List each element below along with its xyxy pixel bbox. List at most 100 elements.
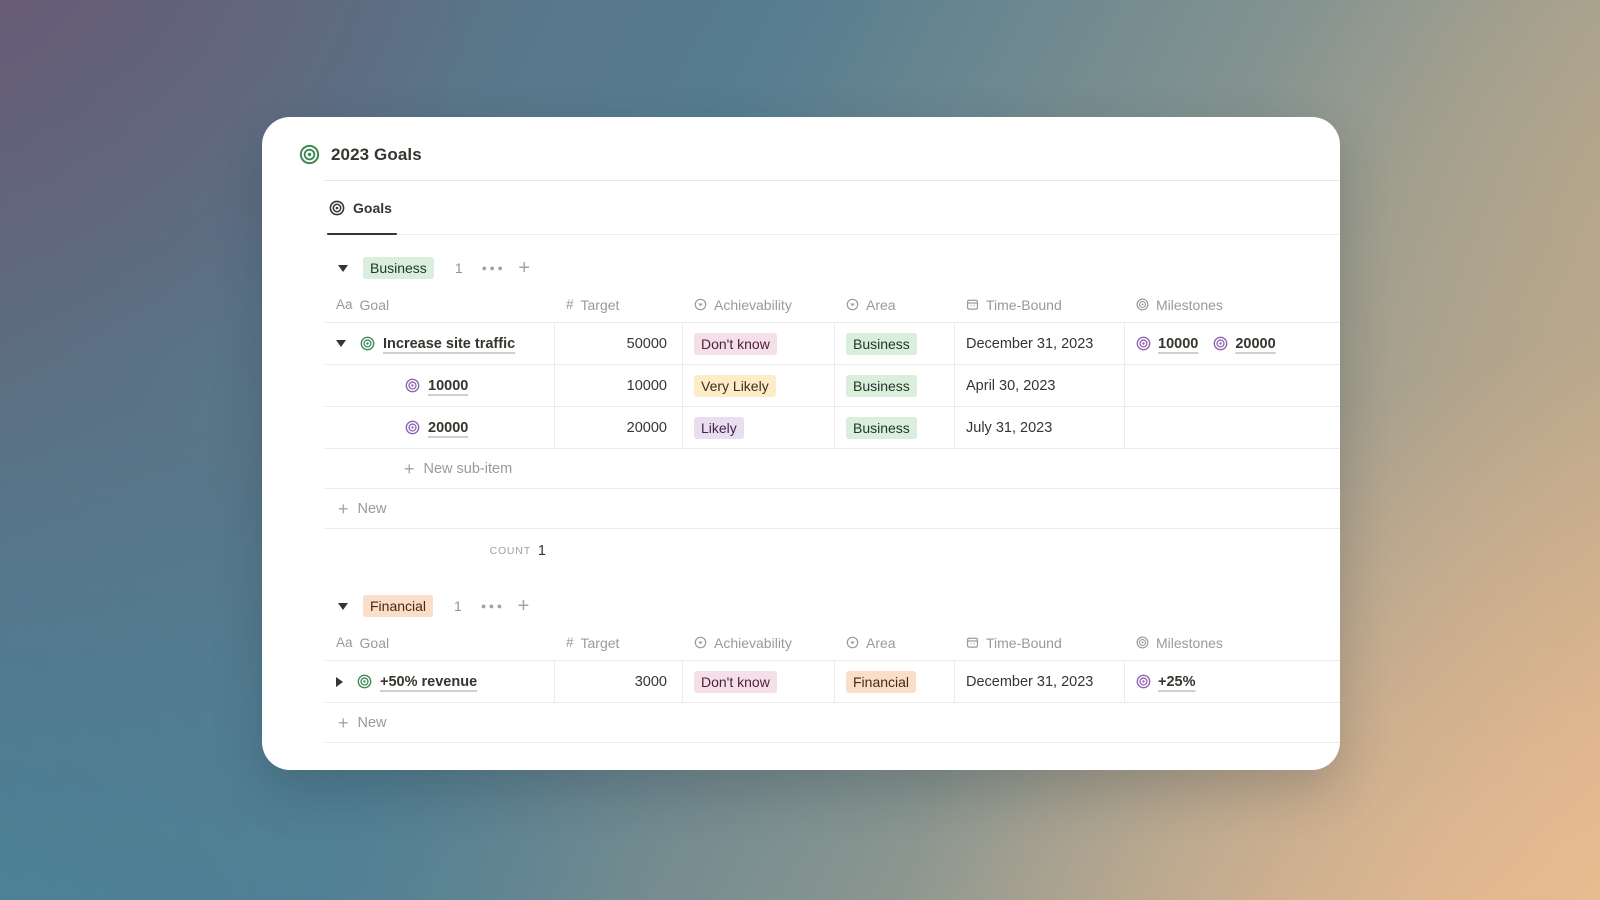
title-divider — [325, 180, 1340, 181]
row-title-link[interactable]: Increase site traffic — [383, 335, 516, 352]
plus-icon: + — [338, 498, 349, 519]
column-header-milestones[interactable]: Milestones — [1125, 287, 1340, 322]
new-row-button[interactable]: + New — [325, 489, 1340, 529]
goal-cell: Increase site traffic — [325, 323, 555, 364]
group-section-business: Business 1 ●●● + Aa Goal # Target Achievability A… — [325, 249, 1340, 573]
column-header-achievability[interactable]: Achievability — [683, 287, 835, 322]
column-header-target[interactable]: # Target — [566, 634, 620, 651]
group-collapse-toggle-icon[interactable] — [338, 264, 348, 272]
time-bound-cell[interactable]: April 30, 2023 — [955, 365, 1125, 406]
new-sub-item-button[interactable]: + New sub-item — [325, 449, 1340, 489]
group-menu-icon[interactable]: ●●● — [481, 263, 506, 273]
date-property-icon — [966, 636, 979, 649]
area-cell[interactable]: Business — [835, 365, 955, 406]
milestone-title: 10000 — [1158, 335, 1199, 352]
group-menu-icon[interactable]: ●●● — [480, 601, 505, 611]
grouped-table-area: Business 1 ●●● + Aa Goal # Target Achievability A… — [262, 249, 1340, 743]
target-cell[interactable]: 3000 — [555, 661, 683, 702]
milestones-cell[interactable] — [1125, 365, 1340, 406]
group-name-badge[interactable]: Financial — [363, 595, 434, 617]
group-header: Financial 1 ●●● + — [325, 587, 1340, 625]
milestone-target-icon — [1136, 336, 1151, 351]
area-badge: Business — [846, 332, 917, 355]
column-label: Goal — [359, 296, 390, 313]
column-header-time-bound[interactable]: Time-Bound — [955, 287, 1125, 322]
row-target-icon — [405, 420, 420, 435]
milestones-cell[interactable] — [1125, 407, 1340, 448]
column-header-area[interactable]: Area — [835, 625, 955, 660]
column-label: Time-Bound — [986, 634, 1062, 651]
row-expand-toggle-icon[interactable] — [336, 676, 343, 687]
milestone-target-icon — [1213, 336, 1228, 351]
row-title-link[interactable]: +50% revenue — [380, 673, 478, 690]
new-row-label: New — [357, 500, 387, 517]
group-collapse-toggle-icon[interactable] — [338, 602, 348, 610]
row-target-icon — [405, 378, 420, 393]
count-label: COUNT — [489, 545, 531, 557]
notion-page-card: 2023 Goals Goals Business 1 ●●● + Aa Goal # Tar… — [262, 117, 1340, 770]
goal-cell: +50% revenue — [325, 661, 555, 702]
column-header-goal[interactable]: Aa Goal — [336, 296, 390, 313]
milestone-title: 20000 — [1235, 335, 1276, 352]
area-badge: Business — [846, 374, 917, 397]
milestones-cell[interactable]: +25% — [1125, 661, 1340, 702]
achievability-badge: Very Likely — [694, 374, 776, 397]
achievability-cell[interactable]: Don't know — [683, 661, 835, 702]
group-row-count: 1 — [454, 260, 463, 276]
row-expand-toggle-icon[interactable] — [336, 340, 346, 347]
column-header-time-bound[interactable]: Time-Bound — [955, 625, 1125, 660]
group-add-icon[interactable]: + — [518, 257, 531, 279]
tab-label: Goals — [353, 199, 392, 216]
column-label: Time-Bound — [986, 296, 1062, 313]
column-label: Achievability — [714, 634, 792, 651]
column-label: Milestones — [1156, 296, 1223, 313]
area-badge: Financial — [846, 670, 917, 693]
select-property-icon — [694, 298, 707, 311]
group-calculation-row[interactable]: COUNT 1 — [325, 529, 555, 573]
group-row-count: 1 — [454, 598, 462, 614]
date-property-icon — [966, 298, 979, 311]
row-target-icon — [357, 674, 372, 689]
time-bound-cell[interactable]: December 31, 2023 — [955, 661, 1125, 702]
time-bound-cell[interactable]: December 31, 2023 — [955, 323, 1125, 364]
milestones-cell[interactable]: 10000 20000 — [1125, 323, 1340, 364]
target-cell[interactable]: 10000 — [555, 365, 683, 406]
table-row: 10000 10000 Very Likely Business April 30, 2… — [325, 365, 1340, 407]
column-header-target[interactable]: # Target — [566, 296, 620, 313]
target-cell[interactable]: 50000 — [555, 323, 683, 364]
row-title-link[interactable]: 10000 — [428, 377, 469, 394]
view-tab-bar: Goals — [325, 181, 1340, 235]
column-label: Achievability — [714, 296, 792, 313]
area-cell[interactable]: Business — [835, 323, 955, 364]
relation-property-icon — [1136, 298, 1149, 311]
column-header-area[interactable]: Area — [835, 287, 955, 322]
area-cell[interactable]: Business — [835, 407, 955, 448]
milestone-link[interactable]: 20000 — [1213, 335, 1276, 352]
table-row: Increase site traffic 50000 Don't know Busi… — [325, 323, 1340, 365]
tab-target-icon — [329, 200, 345, 216]
achievability-cell[interactable]: Likely — [683, 407, 835, 448]
new-sub-item-label: New sub-item — [423, 460, 513, 477]
achievability-cell[interactable]: Don't know — [683, 323, 835, 364]
tab-goals[interactable]: Goals — [327, 181, 397, 235]
milestone-link[interactable]: +25% — [1136, 674, 1196, 690]
column-header-goal[interactable]: Aa Goal — [336, 634, 390, 651]
group-add-icon[interactable]: + — [517, 595, 530, 617]
time-bound-cell[interactable]: July 31, 2023 — [955, 407, 1125, 448]
row-title-link[interactable]: 20000 — [428, 419, 469, 436]
column-label: Milestones — [1156, 634, 1223, 651]
target-cell[interactable]: 20000 — [555, 407, 683, 448]
area-cell[interactable]: Financial — [835, 661, 955, 702]
column-label: Target — [580, 634, 620, 651]
column-header-milestones[interactable]: Milestones — [1125, 625, 1340, 660]
column-header-achievability[interactable]: Achievability — [683, 625, 835, 660]
table-row: 20000 20000 Likely Business July 31, 2023 — [325, 407, 1340, 449]
area-badge: Business — [846, 416, 917, 439]
column-label: Area — [866, 296, 896, 313]
group-name-badge[interactable]: Business — [363, 257, 434, 279]
achievability-cell[interactable]: Very Likely — [683, 365, 835, 406]
new-row-button[interactable]: + New — [325, 703, 1340, 743]
milestone-link[interactable]: 10000 — [1136, 336, 1198, 352]
milestone-title: +25% — [1158, 673, 1196, 690]
column-label: Goal — [359, 634, 390, 651]
